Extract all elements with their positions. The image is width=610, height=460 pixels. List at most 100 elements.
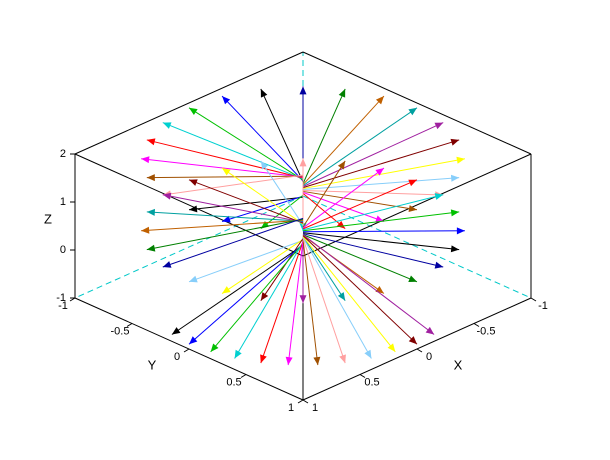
arrow-shaft xyxy=(210,242,304,353)
arrow-shaft xyxy=(302,236,346,301)
arrow-head xyxy=(337,160,346,170)
arrow-shaft xyxy=(188,107,304,181)
arrow-head xyxy=(210,343,219,352)
arrow-head xyxy=(234,349,242,359)
x-tick xyxy=(416,348,423,353)
arrow-head xyxy=(189,179,198,186)
arrow-shaft xyxy=(302,232,460,251)
y-tick-label: 0 xyxy=(174,351,180,363)
arrow-shaft xyxy=(302,238,346,364)
arrow-head xyxy=(364,349,372,359)
z-tick-label: 1 xyxy=(60,196,66,208)
arrow-head xyxy=(260,88,268,98)
arrow-shaft xyxy=(302,167,385,229)
arrow-shaft xyxy=(234,242,304,359)
arrow-shaft xyxy=(146,175,304,179)
arrow-head xyxy=(189,205,198,213)
arrow-shaft xyxy=(302,230,465,233)
arrow-head xyxy=(450,209,460,217)
box-edge xyxy=(302,153,532,257)
arrow-head xyxy=(434,193,444,200)
arrow-shaft xyxy=(162,194,304,223)
arrow-shaft xyxy=(221,167,304,225)
arrow-shaft xyxy=(302,234,418,283)
x-tick xyxy=(530,297,537,302)
arrow-head xyxy=(408,205,417,212)
arrow-head xyxy=(450,138,460,146)
arrow-shaft xyxy=(302,179,418,230)
arrow-head xyxy=(141,156,150,164)
arrow-head xyxy=(313,356,321,366)
arrow-shaft xyxy=(162,217,304,268)
arrow-head xyxy=(425,326,435,335)
y-tick xyxy=(183,348,190,353)
box-edge xyxy=(302,51,532,155)
arrow-shaft xyxy=(221,239,304,294)
x-axis-label: X xyxy=(454,357,463,372)
arrow-head xyxy=(146,208,156,216)
arrow-shaft xyxy=(302,211,460,232)
arrow-head xyxy=(434,122,444,130)
arrow-shaft xyxy=(188,239,304,283)
x-tick xyxy=(359,374,366,378)
arrow-shaft xyxy=(302,194,444,231)
arrow-head xyxy=(338,88,346,98)
arrow-head xyxy=(299,158,307,167)
y-axis-label: Y xyxy=(148,357,157,372)
box-edge xyxy=(74,153,304,257)
arrow-shaft xyxy=(188,196,304,211)
x-tick-label: 0 xyxy=(426,351,432,363)
arrow-head xyxy=(375,215,384,223)
arrow-head xyxy=(408,107,417,116)
arrow-shaft xyxy=(302,233,444,268)
arrow-head xyxy=(299,223,307,232)
y-tick-label: -0.5 xyxy=(111,325,130,337)
arrow-head xyxy=(222,215,231,223)
arrow-shaft xyxy=(302,190,418,211)
x-tick xyxy=(302,399,309,404)
arrow-shaft xyxy=(146,139,304,179)
x-tick-label: -0.5 xyxy=(477,325,496,337)
y-tick-label: -1 xyxy=(58,300,68,312)
arrow-shaft xyxy=(260,88,304,183)
arrow-shaft xyxy=(171,244,304,335)
arrow-head xyxy=(260,292,269,301)
arrow-shaft xyxy=(162,122,304,180)
arrow-shaft xyxy=(302,158,465,190)
arrow-head xyxy=(162,261,172,268)
arrow-shaft xyxy=(302,234,435,335)
arrow-head xyxy=(375,286,384,294)
arrow-shaft xyxy=(162,174,304,196)
arrow-shaft xyxy=(302,239,319,366)
box-edge xyxy=(74,51,304,155)
arrow-head xyxy=(146,244,156,252)
arrow-head xyxy=(189,275,198,283)
back-edge xyxy=(302,195,532,299)
arrow-head xyxy=(222,286,231,294)
arrow-shaft xyxy=(260,194,304,230)
arrow-shaft xyxy=(221,95,304,182)
arrow-head xyxy=(336,220,346,229)
arrow-head xyxy=(339,354,346,364)
arrow-head xyxy=(450,174,460,182)
arrow-shaft xyxy=(141,219,304,232)
z-tick-label: -1 xyxy=(56,292,66,304)
arrow-head xyxy=(189,107,198,116)
arrow-head xyxy=(162,122,172,129)
arrow-head xyxy=(146,174,155,182)
arrow-shaft xyxy=(146,218,304,251)
arrow-shaft xyxy=(302,95,385,186)
back-edge xyxy=(74,195,304,299)
arrow-head xyxy=(408,275,417,282)
arrow-shaft xyxy=(146,211,304,222)
arrow-head xyxy=(141,226,150,234)
arrow-shaft xyxy=(302,236,396,353)
arrow-shaft xyxy=(302,139,460,189)
arrow-head xyxy=(450,245,460,253)
arrow-shaft xyxy=(260,160,304,226)
arrow-shaft xyxy=(302,237,372,359)
y-tick-label: 1 xyxy=(288,402,294,414)
arrow-head xyxy=(299,86,307,95)
arrow-shaft xyxy=(302,192,346,230)
